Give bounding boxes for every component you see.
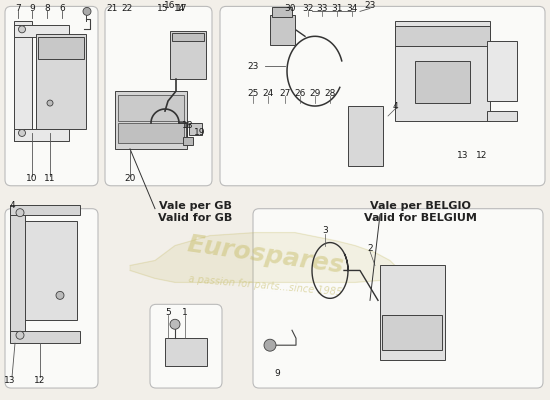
- Bar: [183, 137, 193, 145]
- Text: 12: 12: [34, 376, 46, 384]
- Text: 16: 16: [164, 1, 176, 10]
- Circle shape: [83, 7, 91, 15]
- Text: 17: 17: [176, 4, 188, 13]
- Bar: [14, 129, 69, 141]
- Text: 18: 18: [182, 122, 194, 130]
- Polygon shape: [130, 232, 400, 282]
- Text: 29: 29: [309, 88, 321, 98]
- FancyBboxPatch shape: [150, 304, 222, 388]
- Bar: [382, 315, 442, 350]
- Bar: [487, 111, 517, 121]
- Text: 1: 1: [182, 308, 188, 317]
- Text: 6: 6: [59, 4, 65, 13]
- Text: 9: 9: [29, 4, 35, 13]
- Bar: [189, 123, 202, 135]
- Text: Valid for BELGIUM: Valid for BELGIUM: [364, 213, 476, 223]
- Text: 23: 23: [248, 62, 258, 71]
- Circle shape: [19, 130, 25, 136]
- Text: 12: 12: [476, 151, 488, 160]
- Circle shape: [19, 26, 25, 33]
- Text: 25: 25: [248, 88, 258, 98]
- Bar: [10, 331, 80, 343]
- Bar: [22, 221, 77, 320]
- Text: 5: 5: [165, 308, 171, 317]
- Bar: [118, 95, 184, 121]
- Text: 20: 20: [124, 174, 136, 183]
- Bar: [170, 31, 206, 79]
- Bar: [38, 37, 84, 59]
- Text: 33: 33: [316, 4, 328, 13]
- FancyBboxPatch shape: [105, 6, 212, 186]
- Text: 4: 4: [392, 102, 398, 110]
- Text: 23: 23: [364, 1, 376, 10]
- Text: 13: 13: [457, 151, 469, 160]
- Text: 26: 26: [294, 88, 306, 98]
- Bar: [14, 21, 32, 141]
- Circle shape: [16, 209, 24, 217]
- Text: Valid for GB: Valid for GB: [158, 213, 232, 223]
- Bar: [270, 15, 295, 45]
- Text: 21: 21: [106, 4, 118, 13]
- FancyBboxPatch shape: [5, 6, 98, 186]
- Text: 28: 28: [324, 88, 336, 98]
- Bar: [487, 41, 517, 101]
- Text: 31: 31: [331, 4, 343, 13]
- Circle shape: [170, 319, 180, 329]
- Text: Vale per BELGIO: Vale per BELGIO: [370, 201, 470, 211]
- Text: 15: 15: [157, 4, 169, 13]
- Text: 13: 13: [4, 376, 16, 384]
- FancyBboxPatch shape: [5, 209, 98, 388]
- Bar: [14, 25, 69, 37]
- Bar: [380, 266, 445, 360]
- Bar: [172, 33, 204, 41]
- Text: 10: 10: [26, 174, 38, 183]
- Text: Eurospares: Eurospares: [185, 233, 345, 278]
- Text: 19: 19: [194, 128, 206, 138]
- Circle shape: [56, 291, 64, 299]
- Text: 2: 2: [367, 244, 373, 253]
- Text: 34: 34: [346, 4, 358, 13]
- Text: 22: 22: [122, 4, 133, 13]
- Bar: [115, 91, 187, 149]
- Circle shape: [16, 331, 24, 339]
- FancyBboxPatch shape: [253, 209, 543, 388]
- Bar: [10, 205, 80, 215]
- Text: 3: 3: [322, 226, 328, 235]
- Bar: [118, 123, 184, 143]
- Text: 4: 4: [9, 201, 15, 210]
- Text: 30: 30: [284, 4, 296, 13]
- Bar: [395, 26, 490, 46]
- Text: 9: 9: [274, 368, 280, 378]
- Text: Vale per GB: Vale per GB: [158, 201, 232, 211]
- Bar: [10, 209, 25, 338]
- Bar: [348, 106, 383, 166]
- Bar: [272, 7, 292, 17]
- Bar: [395, 21, 490, 121]
- Text: 32: 32: [302, 4, 313, 13]
- Text: 27: 27: [279, 88, 291, 98]
- FancyBboxPatch shape: [220, 6, 545, 186]
- Bar: [415, 61, 470, 103]
- Circle shape: [47, 100, 53, 106]
- Bar: [36, 34, 86, 129]
- Text: 11: 11: [44, 174, 56, 183]
- Bar: [165, 338, 207, 366]
- Text: 24: 24: [262, 88, 274, 98]
- Text: 7: 7: [15, 4, 21, 13]
- Text: 8: 8: [44, 4, 50, 13]
- Text: a passion for parts...since 1985: a passion for parts...since 1985: [188, 274, 342, 297]
- Text: 14: 14: [174, 4, 186, 13]
- Circle shape: [264, 339, 276, 351]
